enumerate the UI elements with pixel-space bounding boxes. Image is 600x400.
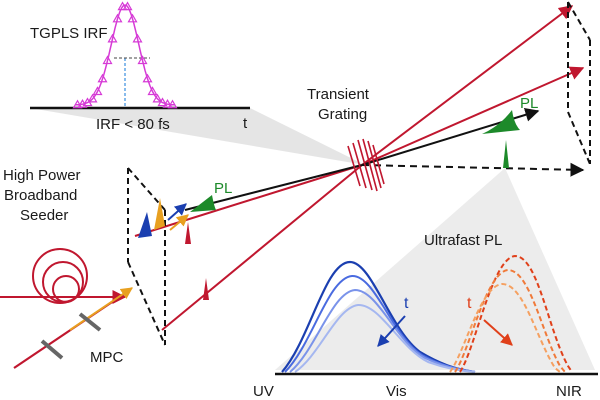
irf-marker <box>107 33 118 43</box>
seeder-label-line3: Seeder <box>20 207 68 224</box>
pl-zoom-cone <box>275 168 595 370</box>
blue-spectrum-3 <box>289 288 476 373</box>
red-time-label: t <box>467 295 472 312</box>
seeder-rings <box>32 248 88 304</box>
ultrafast-pl-spectra: Ultrafast PL t t UV Vis NIR <box>253 232 598 400</box>
blue-time-arrow <box>377 315 406 347</box>
blue-spectrum-1 <box>281 260 476 374</box>
irf-marker <box>127 13 138 23</box>
axis-label-uv: UV <box>253 383 274 400</box>
blue-spectrum-4 <box>294 303 476 373</box>
irf-marker <box>162 98 173 108</box>
irf-curve <box>74 4 176 106</box>
input-pulse-upper <box>180 222 197 244</box>
irf-axis-t: t <box>243 115 248 132</box>
red-spectrum-1 <box>459 254 573 373</box>
irf-marker <box>112 13 123 23</box>
pl-label-left: PL <box>214 180 232 197</box>
seeder-label-line2: Broadband <box>4 187 77 204</box>
pl-pulse-right <box>482 110 520 134</box>
irf-title: TGPLS IRF <box>30 25 108 42</box>
pl-signal-beam-left <box>184 164 363 211</box>
axis-label-nir: NIR <box>556 383 582 400</box>
output-plane <box>567 1 591 165</box>
irf-marker <box>157 97 168 107</box>
seed-pulse-orange <box>154 198 165 230</box>
irf-marker <box>167 99 178 109</box>
ultrafast-pl-label: Ultrafast PL <box>424 232 502 249</box>
input-pulse-lower <box>199 278 214 300</box>
irf-marker <box>102 55 113 65</box>
mpc-label: MPC <box>90 349 124 366</box>
irf-marker <box>137 55 148 65</box>
irf-marker <box>87 93 98 103</box>
red-spectrum-2 <box>454 268 566 373</box>
grating-label-line1: Transient <box>307 86 370 103</box>
input-plane <box>127 167 166 346</box>
output-beam-upper <box>361 5 574 166</box>
input-beam-upper <box>134 164 363 237</box>
irf-note: IRF < 80 fs <box>96 116 170 133</box>
irf-marker <box>122 1 133 11</box>
red-spectrum-3 <box>449 282 561 373</box>
input-beam-lower <box>161 164 363 331</box>
grating-label-line2: Grating <box>318 106 367 123</box>
blue-time-label: t <box>404 295 409 312</box>
irf-marker <box>142 73 153 83</box>
irf-marker <box>147 86 158 96</box>
output-beam-lower-dashed <box>361 162 585 177</box>
irf-zoom-cone <box>30 108 365 165</box>
seed-pulse-blue <box>138 212 152 238</box>
mpc-component: MPC <box>13 287 133 369</box>
irf-marker <box>132 33 143 43</box>
irf-markers <box>72 1 178 109</box>
irf-marker <box>92 86 103 96</box>
seed-arrow-blue <box>167 203 187 221</box>
irf-inset: TGPLS IRF IRF < 80 fs t <box>30 1 250 133</box>
irf-marker <box>117 1 128 11</box>
axis-label-vis: Vis <box>386 383 407 400</box>
seeder-label-line1: High Power <box>3 167 81 184</box>
irf-marker <box>152 93 163 103</box>
input-pulses: PL <box>138 180 232 300</box>
transient-grating <box>347 138 385 192</box>
pl-pulse-left <box>190 195 216 212</box>
pl-label-right: PL <box>520 95 538 112</box>
output-beams: PL <box>361 5 585 177</box>
irf-marker <box>97 73 108 83</box>
pl-pulse-detected <box>498 140 515 168</box>
input-beams <box>134 164 363 331</box>
output-beam-middle <box>361 66 585 166</box>
red-time-arrow <box>483 319 513 346</box>
seed-arrow-orange <box>169 214 189 231</box>
